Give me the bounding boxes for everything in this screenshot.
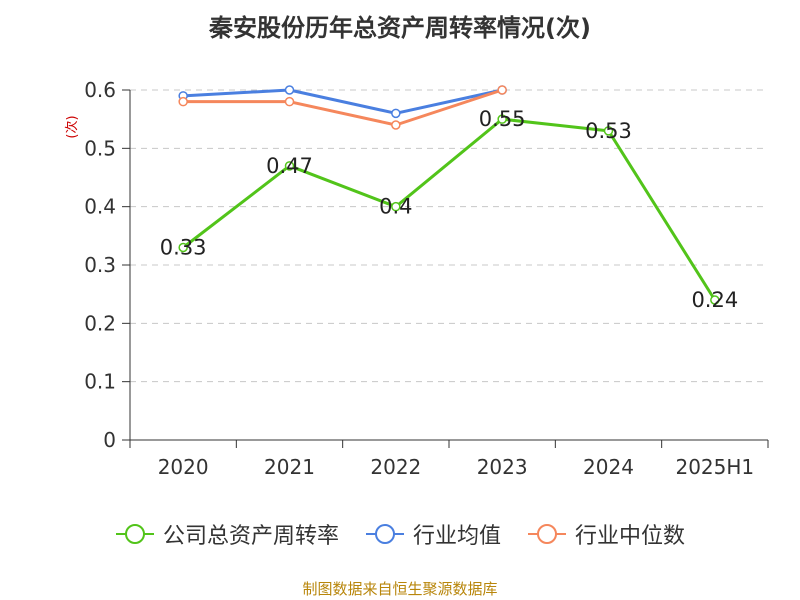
data-point: [178, 96, 188, 107]
legend-item[interactable]: 公司总资产周转率: [115, 518, 339, 550]
legend-item[interactable]: 行业中位数: [527, 518, 685, 550]
y-tick-label: 0.4: [84, 195, 116, 219]
legend-swatch-icon: [365, 524, 404, 544]
data-point: [497, 114, 507, 124]
grid-layer: [130, 89, 768, 383]
chart-title: 秦安股份历年总资产周转率情况(次): [209, 14, 591, 42]
legend-swatch-icon: [528, 524, 566, 544]
data-point: [497, 85, 507, 95]
data-label: 0.47: [266, 154, 313, 178]
data-point: [391, 201, 401, 212]
x-tick-label: 2021: [264, 455, 315, 479]
legend-item[interactable]: 行业均值: [365, 518, 501, 550]
data-label-layer: 0.33 0.47 0.4 0.55 0.53 0.24: [160, 107, 738, 312]
y-tick-label: 0.2: [84, 311, 116, 335]
data-point: [603, 126, 614, 136]
x-tick-label: 2024: [583, 455, 634, 479]
legend-label: 行业均值: [412, 524, 501, 549]
legend-label: 行业中位数: [575, 524, 686, 549]
data-label: 0.55: [479, 107, 526, 131]
x-tick-label: 2020: [158, 455, 209, 479]
y-tick-label: 0.1: [84, 370, 116, 394]
x-tick-label: 2022: [370, 455, 421, 479]
data-point: [391, 120, 401, 130]
series-line-2: [183, 88, 503, 127]
data-label: 0.24: [691, 288, 738, 312]
x-tick-label: 2023: [477, 455, 528, 479]
y-axis-title: (次): [64, 115, 80, 138]
legend: 公司总资产周转率 行业均值 行业中位数: [0, 518, 800, 550]
series-line-0: [182, 117, 717, 301]
data-label: 0.33: [160, 236, 207, 260]
data-label: 0.53: [585, 119, 632, 143]
axis-layer: 0 0.1 0.2 0.3 0.4 0.5 0.6 2020 2021 2022 2023 2024 2…: [84, 78, 769, 479]
y-tick-label: 0.3: [84, 253, 116, 277]
x-tick-label: 2025H1: [675, 455, 754, 479]
y-tick-label: 0.6: [84, 78, 116, 102]
data-point: [391, 108, 401, 119]
series-layer: [178, 85, 720, 305]
y-tick-label: 0.5: [84, 136, 116, 160]
data-label: 0.4: [379, 195, 412, 219]
legend-label: 公司总资产周转率: [162, 524, 339, 549]
data-point: [284, 96, 295, 107]
legend-swatch-icon: [115, 524, 154, 544]
source-footer: 制图数据来自恒生聚源数据库: [302, 580, 498, 598]
y-tick-label: 0: [103, 428, 116, 452]
data-point: [284, 161, 295, 171]
data-point: [284, 85, 295, 95]
data-point: [710, 295, 720, 305]
data-point: [178, 242, 188, 253]
series-line-1: [183, 88, 503, 115]
